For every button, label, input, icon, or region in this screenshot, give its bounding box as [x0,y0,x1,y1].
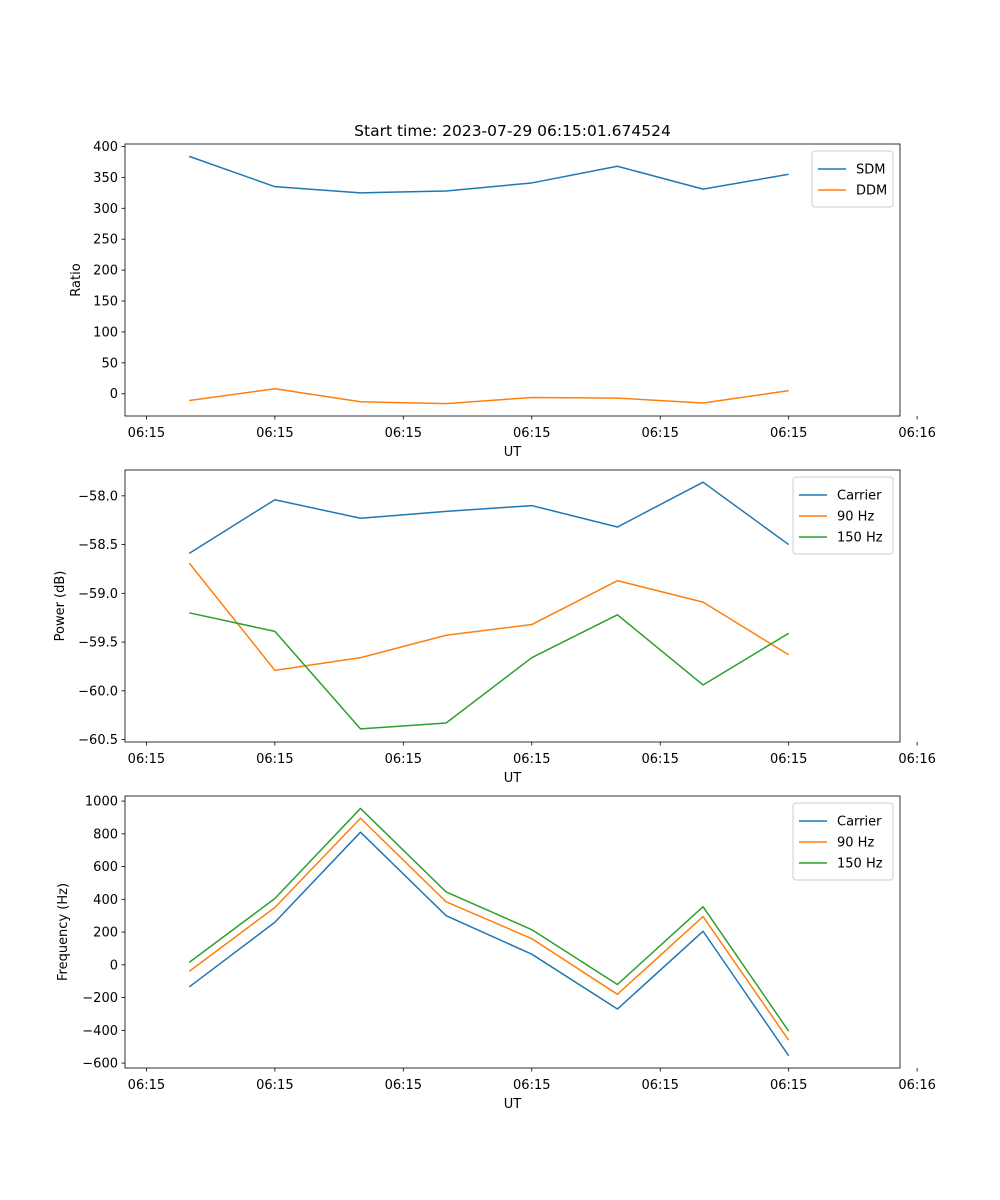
frequency-y-tick-label: −600 [82,1057,118,1072]
frequency-y-tick-label: 1000 [85,795,118,810]
frequency-plot-area: 06:15 06:15 06:15 06:15 06:15 06:15 06:16 −600 −… [82,795,936,1093]
ratio-x-tick-label: 06:16 [898,426,935,441]
frequency-x-axis-label: UT [504,1097,522,1112]
frequency-y-tick-label: 400 [93,893,118,908]
ratio-y-tick-label: 100 [93,325,118,340]
frequency-y-tick-label: −400 [82,1024,118,1039]
frequency-y-tick-label: 0 [110,958,118,973]
power-series-line-carrier [188,481,790,554]
power-legend: Carrier 90 Hz 150 Hz [792,476,894,555]
ratio-legend: SDM DDM [811,150,894,208]
frequency-y-tick-label: −200 [82,991,118,1006]
power-x-tick-label: 06:15 [128,752,165,767]
power-axes-frame [124,469,901,743]
ratio-y-tick-label: 200 [93,264,118,279]
power-y-tick-label: −59.0 [78,587,118,602]
ratio-y-tick-label: 150 [93,295,118,310]
power-y-tick-label: −60.5 [78,733,118,748]
power-legend-label-90-hz: 90 Hz [837,510,874,525]
power-y-tick-label: −58.5 [78,538,118,553]
power-y-tick-label: −59.5 [78,636,118,651]
frequency-series-line-150-hz [188,807,790,1032]
ratio-axes-frame [124,143,901,417]
ratio-y-tick-label: 350 [93,171,118,186]
ratio-x-tick-label: 06:15 [770,426,807,441]
power-x-axis-label: UT [504,771,522,786]
ratio-x-tick-label: 06:15 [256,426,293,441]
ratio-y-tick-label: 0 [110,387,118,402]
frequency-x-tick-label: 06:15 [513,1078,550,1093]
ratio-y-tick-label: 250 [93,233,118,248]
figure-title: Start time: 2023-07-29 06:15:01.674524 [354,122,671,140]
power-series-line-90-hz [188,562,790,672]
ratio-x-axis-label: UT [504,445,522,460]
power-subplot: 06:15 06:15 06:15 06:15 06:15 06:15 06:16 −60.5… [53,469,936,786]
frequency-y-tick-label: 600 [93,860,118,875]
power-y-axis-label: Power (dB) [53,571,68,642]
ratio-x-tick-label: 06:15 [641,426,678,441]
frequency-legend: Carrier 90 Hz 150 Hz [792,802,894,881]
ratio-legend-box [811,150,894,208]
frequency-legend-box [792,802,894,881]
ratio-y-tick-label: 400 [93,140,118,155]
frequency-x-tick-label: 06:15 [385,1078,422,1093]
ratio-legend-label-ddm: DDM [856,184,887,199]
power-plot-area: 06:15 06:15 06:15 06:15 06:15 06:15 06:16 −60.5… [78,469,936,767]
frequency-x-tick-label: 06:15 [641,1078,678,1093]
power-series-line-150-hz [189,612,790,730]
frequency-y-tick-label: 200 [93,926,118,941]
ratio-subplot: Start time: 2023-07-29 06:15:01.674524 0… [69,122,936,460]
power-x-tick-label: 06:15 [513,752,550,767]
power-x-tick-label: 06:16 [898,752,935,767]
power-x-tick-label: 06:15 [770,752,807,767]
frequency-y-axis-label: Frequency (Hz) [56,883,71,981]
ratio-y-tick-label: 300 [93,202,118,217]
ratio-series-line-ddm [189,388,789,405]
power-x-tick-label: 06:15 [385,752,422,767]
frequency-x-tick-label: 06:15 [128,1078,165,1093]
ratio-x-tick-label: 06:15 [128,426,165,441]
power-y-tick-label: −60.0 [78,684,118,699]
power-x-tick-label: 06:15 [641,752,678,767]
ratio-plot-area: 06:15 06:15 06:15 06:15 06:15 06:15 06:16 0 50 10… [93,140,936,441]
frequency-series-line-carrier [188,831,790,1057]
frequency-legend-label-carrier: Carrier [837,815,882,830]
ratio-y-axis-label: Ratio [69,263,84,296]
frequency-legend-label-90-hz: 90 Hz [837,836,874,851]
frequency-y-tick-label: 800 [93,827,118,842]
ratio-legend-label-sdm: SDM [856,163,885,178]
power-y-tick-label: −58.0 [78,489,118,504]
power-x-tick-label: 06:15 [256,752,293,767]
ratio-x-tick-label: 06:15 [385,426,422,441]
frequency-x-tick-label: 06:15 [770,1078,807,1093]
frequency-x-tick-label: 06:15 [256,1078,293,1093]
frequency-subplot: 06:15 06:15 06:15 06:15 06:15 06:15 06:16 −600 −… [56,795,936,1112]
frequency-legend-label-150-hz: 150 Hz [837,857,883,872]
power-legend-label-carrier: Carrier [837,489,882,504]
ratio-x-tick-label: 06:15 [513,426,550,441]
power-legend-label-150-hz: 150 Hz [837,531,883,546]
ratio-y-tick-label: 50 [101,356,118,371]
ratio-series-line-sdm [188,155,789,194]
frequency-series-line-90-hz [188,817,790,1041]
power-legend-box [792,476,894,555]
frequency-x-tick-label: 06:16 [898,1078,935,1093]
